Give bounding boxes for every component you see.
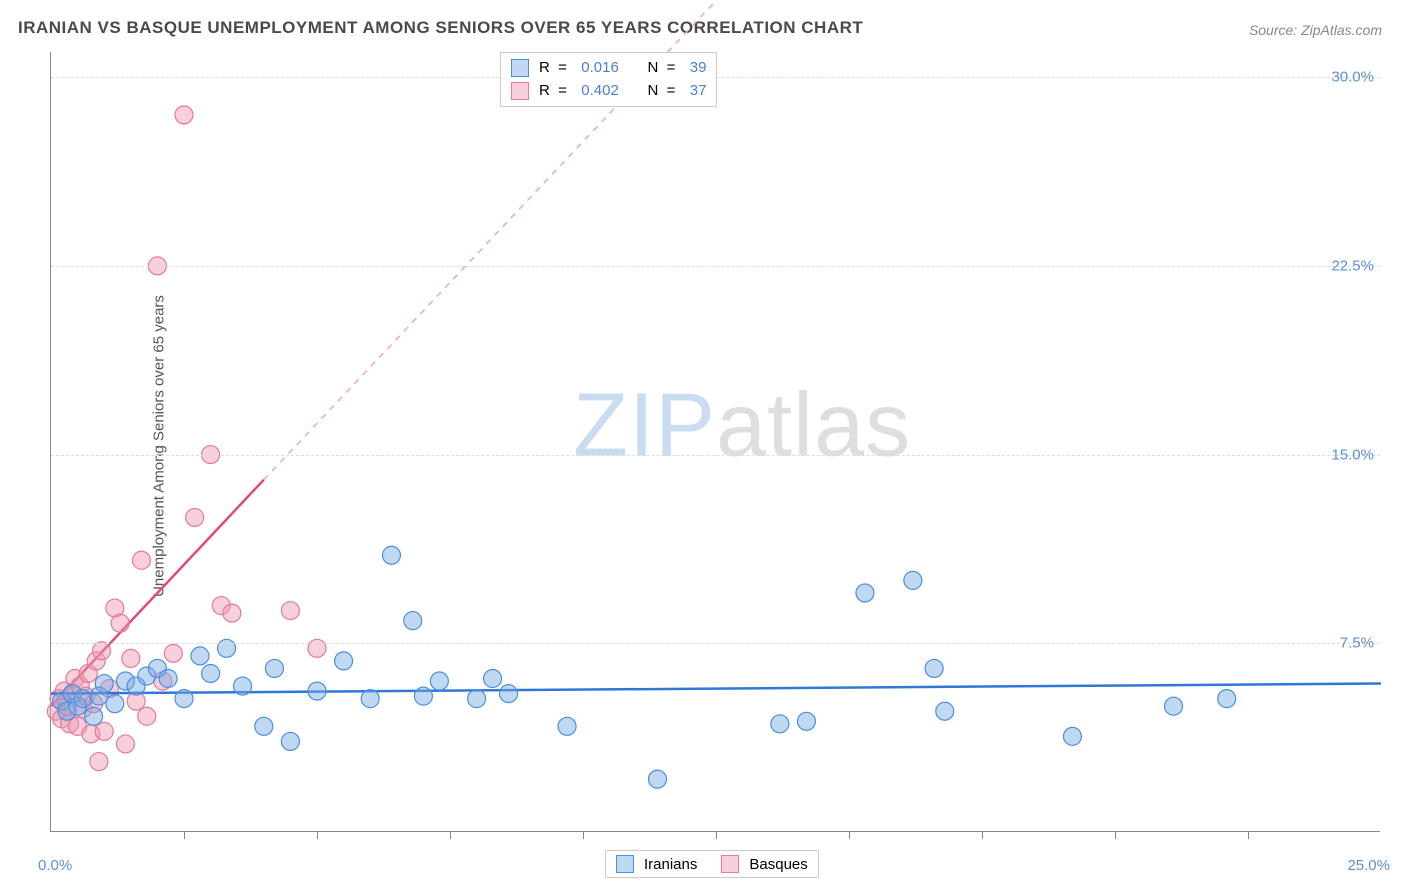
- source-attribution: Source: ZipAtlas.com: [1249, 22, 1382, 38]
- scatter-plot-svg: [51, 52, 1380, 831]
- gridline: [51, 643, 1380, 644]
- x-tick: [450, 831, 451, 839]
- legend-swatch: [721, 855, 739, 873]
- x-tick: [849, 831, 850, 839]
- legend-series: Iranians Basques: [605, 850, 819, 878]
- y-tick-label: 22.5%: [1331, 257, 1374, 274]
- y-tick-label: 7.5%: [1340, 635, 1374, 652]
- legend-correlation: R = 0.016 N = 39R = 0.402 N = 37: [500, 52, 717, 107]
- x-tick: [583, 831, 584, 839]
- x-tick: [317, 831, 318, 839]
- y-tick-label: 15.0%: [1331, 446, 1374, 463]
- x-tick: [184, 831, 185, 839]
- chart-title: IRANIAN VS BASQUE UNEMPLOYMENT AMONG SEN…: [18, 18, 863, 38]
- legend-label: Basques: [749, 856, 807, 873]
- x-axis-min-label: 0.0%: [38, 857, 72, 874]
- legend-swatch: [511, 82, 529, 100]
- x-tick: [716, 831, 717, 839]
- legend-row: R = 0.402 N = 37: [511, 80, 706, 103]
- x-axis-max-label: 25.0%: [1347, 857, 1390, 874]
- legend-swatch: [511, 59, 529, 77]
- x-tick: [1248, 831, 1249, 839]
- legend-item: Basques: [721, 855, 807, 873]
- x-tick: [982, 831, 983, 839]
- legend-item: Iranians: [616, 855, 697, 873]
- plot-area: ZIPatlas 7.5%15.0%22.5%30.0%: [50, 52, 1380, 832]
- x-tick: [1115, 831, 1116, 839]
- legend-row: R = 0.016 N = 39: [511, 57, 706, 80]
- gridline: [51, 266, 1380, 267]
- legend-swatch: [616, 855, 634, 873]
- y-tick-label: 30.0%: [1331, 69, 1374, 86]
- gridline: [51, 455, 1380, 456]
- legend-label: Iranians: [644, 856, 697, 873]
